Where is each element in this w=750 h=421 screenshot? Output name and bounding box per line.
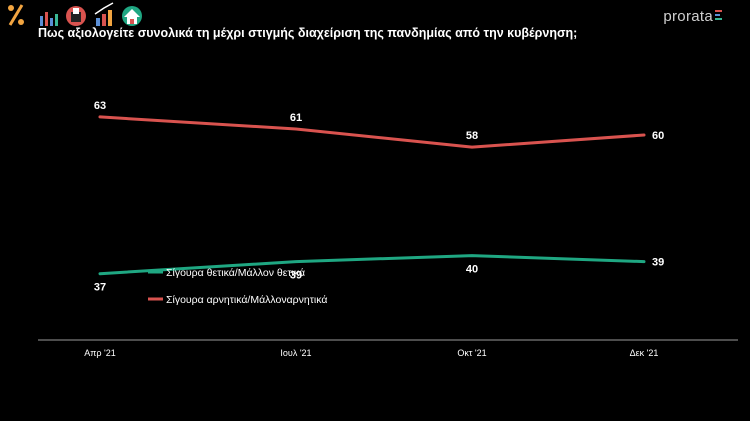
data-label: 61 (290, 112, 302, 124)
x-tick-label: Δεκ '21 (630, 348, 659, 358)
data-label: 39 (652, 257, 664, 269)
brand-name: prorata (663, 8, 713, 25)
house-icon (122, 6, 142, 26)
bar-chart-icon (40, 12, 58, 26)
data-label: 58 (466, 130, 478, 142)
chart-title: Πως αξιολογείτε συνολικά τη μέχρι στιγμή… (38, 26, 578, 40)
data-label: 63 (94, 100, 106, 112)
x-tick-label: Απρ '21 (84, 348, 116, 358)
legend-label: Σίγουρα θετικά/Μάλλον θετικά (166, 267, 305, 279)
series-line-2 (98, 115, 646, 149)
percent-icon (8, 4, 24, 26)
data-label: 39 (290, 270, 302, 282)
x-tick-label: Οκτ '21 (457, 348, 486, 358)
data-label: 60 (652, 130, 664, 142)
trend-up-icon (94, 2, 114, 26)
brand-logo: prorata (663, 8, 722, 25)
legend-label: Σίγουρα αρνητικά/Μάλλοναρνητικά (166, 294, 327, 306)
x-tick-label: Ιουλ '21 (280, 348, 311, 358)
data-label: 37 (94, 282, 106, 294)
brand-bars-icon (715, 10, 722, 22)
footer-icons (8, 2, 142, 26)
series-line-1 (98, 254, 646, 276)
ballot-box-icon (66, 6, 86, 26)
data-label: 40 (466, 264, 478, 276)
